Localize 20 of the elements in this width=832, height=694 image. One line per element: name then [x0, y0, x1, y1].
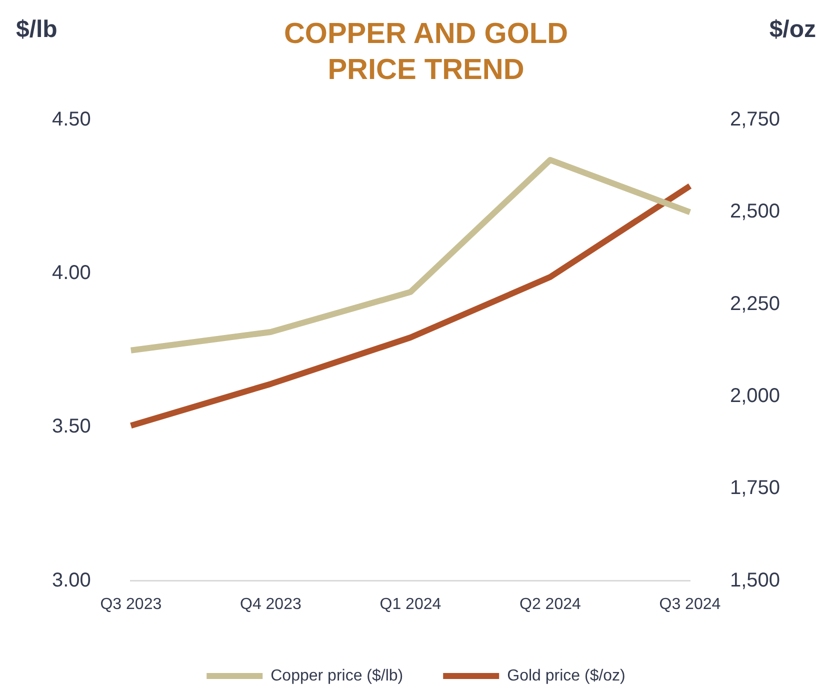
y2-axis-title: $/oz — [769, 16, 816, 44]
x-tick-label: Q1 2024 — [380, 596, 442, 613]
y-tick-label: 4.50 — [52, 108, 91, 131]
y-axis-title: $/lb — [16, 16, 58, 44]
x-tick-label: Q3 2024 — [659, 596, 721, 613]
y-tick-label: 3.50 — [52, 416, 91, 438]
y2-tick-label: 1,500 — [730, 569, 780, 592]
y2-tick-label: 2,000 — [730, 384, 780, 407]
y-tick-label: 4.00 — [52, 262, 91, 284]
y2-tick-label: 1,750 — [730, 477, 780, 500]
legend-label: Copper price ($/lb) — [270, 667, 404, 684]
y2-tick-label: 2,750 — [730, 108, 780, 131]
x-tick-label: Q3 2023 — [100, 596, 162, 613]
x-tick-label: Q4 2023 — [240, 596, 302, 613]
chart-title: COPPER AND GOLD PRICE TREND — [282, 17, 570, 88]
y-tick-label: 3.00 — [52, 569, 91, 592]
x-tick-label: Q2 2024 — [520, 596, 581, 613]
legend-label: Gold price ($/oz) — [507, 667, 626, 684]
y2-tick-label: 2,250 — [730, 292, 780, 315]
y2-tick-label: 2,500 — [730, 200, 780, 223]
